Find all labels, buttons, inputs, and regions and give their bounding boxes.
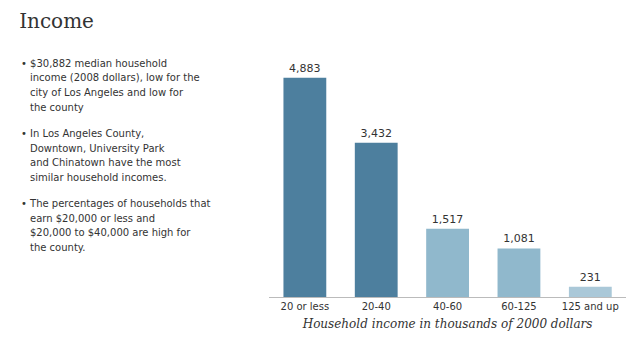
svg-text:231: 231 [580, 271, 601, 284]
svg-text:• $30,882 median household: • $30,882 median household [21, 58, 167, 69]
svg-text:1,081: 1,081 [503, 232, 535, 245]
svg-text:20 or less: 20 or less [281, 301, 330, 312]
svg-text:40-60: 40-60 [433, 301, 462, 312]
svg-text:income (2008 dollars), low for: income (2008 dollars), low for the [30, 72, 200, 83]
svg-text:city of Los Angeles and low fo: city of Los Angeles and low for [30, 87, 184, 98]
svg-text:Household income in thousands: Household income in thousands of 2000 do… [302, 317, 593, 331]
svg-text:• The percentages of household: • The percentages of households that [21, 198, 211, 209]
svg-text:the county: the county [30, 102, 84, 113]
svg-text:1,517: 1,517 [432, 213, 464, 226]
svg-text:3,432: 3,432 [360, 127, 392, 140]
svg-text:Downtown, University Park: Downtown, University Park [30, 143, 165, 154]
svg-text:20-40: 20-40 [362, 301, 391, 312]
svg-text:and Chinatown have the most: and Chinatown have the most [30, 157, 181, 168]
svg-text:$20,000 to $40,000 are high fo: $20,000 to $40,000 are high for [30, 227, 191, 238]
svg-text:earn $20,000 or less and: earn $20,000 or less and [30, 213, 155, 224]
svg-text:the county.: the county. [30, 242, 85, 253]
svg-text:Income: Income [19, 9, 94, 33]
svg-text:4,883: 4,883 [289, 62, 321, 75]
svg-text:• In Los Angeles County,: • In Los Angeles County, [21, 128, 144, 139]
svg-text:similar household incomes.: similar household incomes. [30, 172, 167, 183]
svg-text:125 and up: 125 and up [562, 301, 619, 312]
svg-text:60-125: 60-125 [501, 301, 536, 312]
